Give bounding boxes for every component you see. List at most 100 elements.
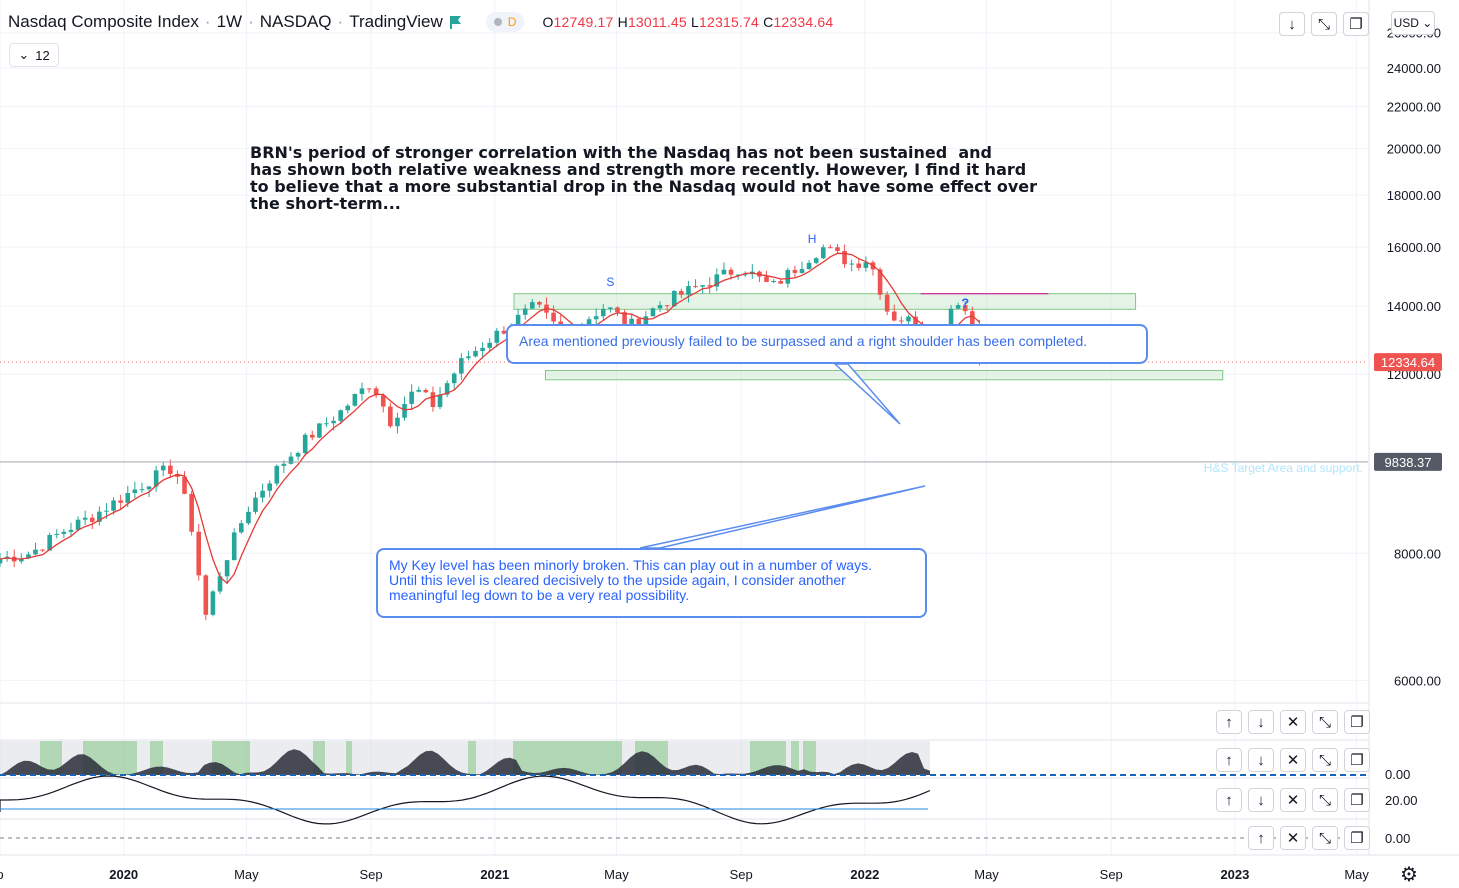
maximize-icon[interactable]: ⤡	[1312, 748, 1338, 772]
candle	[231, 528, 237, 561]
candle	[877, 267, 883, 300]
head-label-h: H	[808, 232, 817, 246]
candle	[168, 459, 173, 478]
oscillator-highlight	[346, 741, 352, 775]
candle	[473, 346, 478, 358]
candle	[309, 430, 315, 441]
restore-icon[interactable]: ❐	[1343, 12, 1369, 36]
target-label: H&S Target Area and support.	[1204, 461, 1363, 475]
candle	[324, 417, 329, 428]
candle	[210, 590, 216, 617]
restore-icon[interactable]: ❐	[1344, 826, 1370, 850]
x-tick-label: 2021	[480, 867, 509, 882]
candle	[359, 382, 365, 401]
move-up-icon[interactable]: ↑	[1248, 826, 1274, 850]
candle	[153, 465, 159, 492]
restore-icon[interactable]: ❐	[1344, 788, 1370, 812]
candle	[828, 244, 833, 249]
currency-select[interactable]: USD ⌄	[1391, 11, 1435, 35]
pane2-controls: ↑ ↓ ✕ ⤡ ❐	[1216, 748, 1370, 772]
maximize-icon[interactable]: ⤡	[1312, 826, 1338, 850]
maximize-icon[interactable]: ⤡	[1312, 710, 1338, 734]
candle	[75, 516, 81, 531]
candle	[444, 380, 450, 398]
candle	[423, 388, 429, 394]
candle	[494, 328, 500, 348]
momentum-line	[0, 775, 931, 825]
sub-panes: 0.00 20.00 0.00	[0, 739, 1418, 846]
move-up-icon[interactable]: ↑	[1216, 748, 1242, 772]
candle	[650, 307, 656, 317]
flag-icon[interactable]	[449, 15, 462, 29]
move-down-icon[interactable]: ↓	[1248, 710, 1274, 734]
candle	[501, 326, 507, 335]
support-zone	[513, 293, 1137, 310]
open-value: 12749.17	[553, 14, 614, 30]
candle	[224, 559, 230, 584]
x-tick-label: May	[974, 867, 999, 882]
candle	[820, 244, 826, 260]
candle	[615, 306, 620, 317]
restore-icon[interactable]: ❐	[1344, 748, 1370, 772]
candle	[89, 513, 95, 530]
candle	[281, 460, 287, 474]
candle	[671, 290, 677, 307]
candle	[97, 506, 102, 526]
x-tick-label: 2023	[1220, 867, 1249, 882]
maximize-icon[interactable]: ⤡	[1312, 788, 1338, 812]
y-tick-label: 20000.00	[1387, 142, 1441, 157]
candle	[686, 280, 691, 303]
move-down-icon[interactable]: ↓	[1248, 748, 1274, 772]
close-value: 12334.64	[773, 14, 834, 30]
close-icon[interactable]: ✕	[1280, 788, 1306, 812]
candle	[139, 482, 145, 494]
candle	[757, 270, 762, 283]
candle	[764, 271, 769, 283]
candle	[856, 258, 862, 271]
candle	[522, 304, 528, 320]
interval[interactable]: 1W	[216, 12, 243, 31]
data-status-pill[interactable]: D	[485, 12, 525, 32]
svg-text:12334.64: 12334.64	[1381, 355, 1435, 370]
move-up-icon[interactable]: ↑	[1216, 788, 1242, 812]
candle	[714, 268, 720, 292]
y-tick-label: 18000.00	[1387, 188, 1441, 203]
oscillator-highlight	[803, 741, 816, 775]
candle	[529, 299, 535, 310]
candle	[593, 308, 599, 326]
callout-key-level[interactable]: My Key level has been minorly broken. Th…	[376, 548, 927, 618]
close-icon[interactable]: ✕	[1280, 748, 1306, 772]
maximize-icon[interactable]: ⤡	[1311, 12, 1337, 36]
restore-icon[interactable]: ❐	[1344, 710, 1370, 734]
candle	[884, 291, 890, 316]
indicators-toggle[interactable]: ⌄ 12	[9, 43, 59, 67]
candle	[253, 491, 258, 515]
candle	[799, 261, 805, 274]
currency-label: USD	[1393, 16, 1419, 30]
move-up-icon[interactable]: ↑	[1216, 710, 1242, 734]
settings-gear-icon[interactable]: ⚙	[1400, 864, 1418, 886]
chart-header: Nasdaq Composite Index · 1W · NASDAQ · T…	[8, 12, 834, 32]
candle	[870, 260, 876, 276]
candle	[430, 386, 436, 412]
candle	[182, 471, 187, 495]
y-tick-label: 16000.00	[1387, 240, 1441, 255]
candle	[288, 452, 294, 465]
callout-right-shoulder[interactable]: Area mentioned previously failed to be s…	[506, 324, 1148, 364]
x-tick-label: May	[1344, 867, 1369, 882]
close-icon[interactable]: ✕	[1280, 826, 1306, 850]
candle	[132, 481, 138, 499]
candle	[813, 257, 819, 265]
chart-grid	[0, 0, 1368, 855]
candle	[792, 265, 798, 278]
candle	[899, 316, 904, 325]
low-value: 12315.74	[699, 14, 759, 30]
symbol-name[interactable]: Nasdaq Composite Index	[8, 12, 199, 31]
move-down-icon[interactable]: ↓	[1279, 12, 1305, 36]
high-value: 13011.45	[627, 14, 687, 30]
x-tick-label: Sep	[730, 867, 753, 882]
candle	[61, 528, 67, 539]
close-icon[interactable]: ✕	[1280, 710, 1306, 734]
move-down-icon[interactable]: ↓	[1248, 788, 1274, 812]
